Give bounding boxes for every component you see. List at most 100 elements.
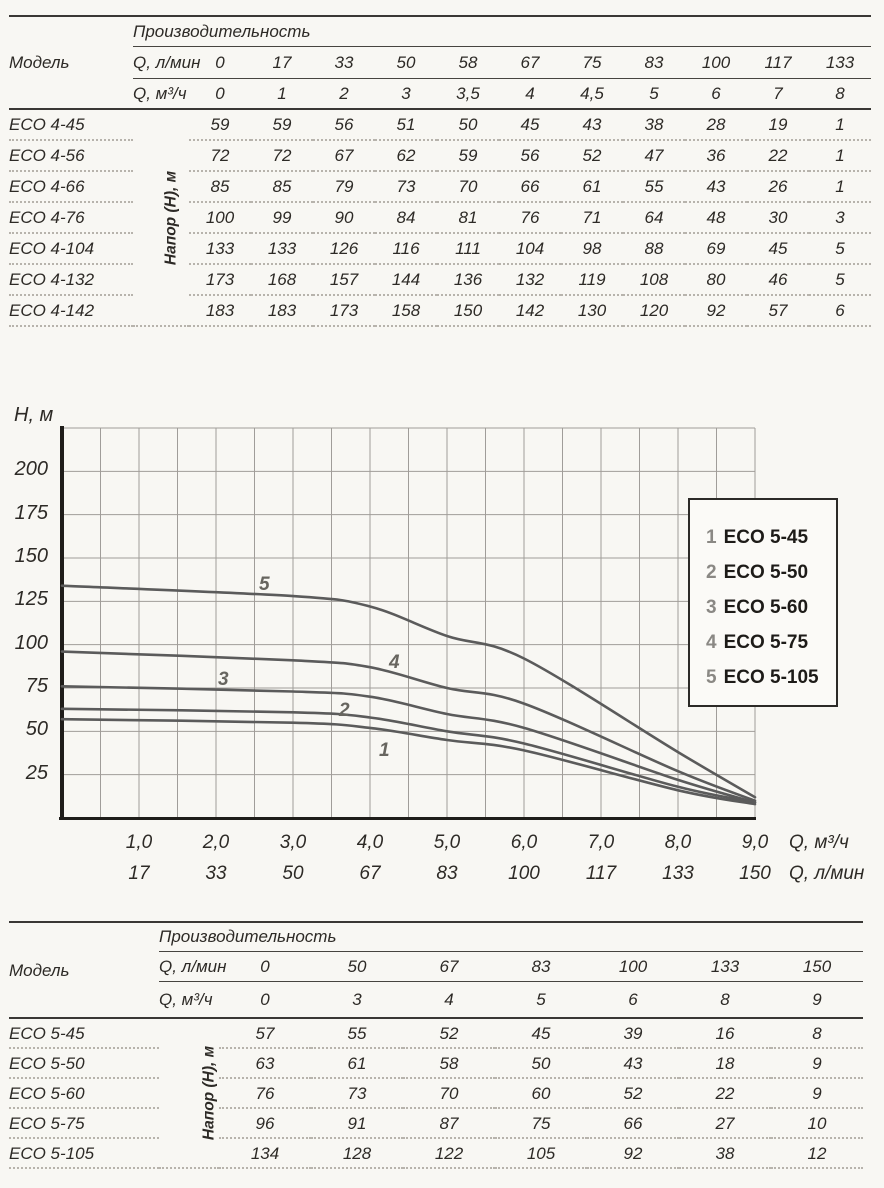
curve-eco-5-75 xyxy=(60,650,757,802)
legend-item: 1 ECO 5-45 xyxy=(706,520,836,555)
head-value-cell: 96 xyxy=(219,1108,311,1139)
head-value-cell: 73 xyxy=(375,171,437,203)
x-tick-m3h: 8,0 xyxy=(664,832,692,853)
head-value-cell: 38 xyxy=(623,109,685,141)
curve-number-label: 5 xyxy=(259,574,270,595)
x-tick-lmin: 17 xyxy=(128,863,150,884)
table-row: ECO 5-105 134 128 122 105 92 38 12 xyxy=(9,1138,864,1169)
table-row: ECO 5-60 76 73 70 60 52 22 9 xyxy=(9,1078,864,1109)
head-value-cell: 70 xyxy=(403,1078,495,1109)
q-m3h-value: 9 xyxy=(771,981,864,1019)
head-value-cell: 55 xyxy=(311,1018,403,1049)
head-value-cell: 52 xyxy=(561,140,623,172)
head-value-cell: 71 xyxy=(561,202,623,234)
q-m3h-value: 4 xyxy=(403,981,495,1019)
head-value-cell: 64 xyxy=(623,202,685,234)
head-value-cell: 19 xyxy=(747,109,809,141)
q-lmin-value: 33 xyxy=(313,46,375,79)
q-lmin-value: 75 xyxy=(561,46,623,79)
head-value-cell: 61 xyxy=(311,1048,403,1079)
legend-model-name: ECO 5-45 xyxy=(723,527,809,548)
eco5-table: Модель Производительность Q, л/мин 0 50 67 83 1… xyxy=(9,921,864,1169)
curve-number-label: 2 xyxy=(339,700,350,721)
head-value-cell: 126 xyxy=(313,233,375,265)
chart-svg xyxy=(59,426,757,820)
head-value-cell: 3 xyxy=(809,202,872,234)
q-lmin-value: 133 xyxy=(679,951,771,982)
legend-model-name: ECO 5-50 xyxy=(723,562,809,583)
q-m3h-value: 1 xyxy=(251,78,313,110)
head-value-cell: 66 xyxy=(499,171,561,203)
head-value-cell: 105 xyxy=(495,1138,587,1169)
q-m3h-value: 6 xyxy=(685,78,747,110)
head-value-cell: 173 xyxy=(189,264,251,296)
head-value-cell: 130 xyxy=(561,295,623,327)
head-value-cell: 92 xyxy=(587,1138,679,1169)
q-lmin-label: Q, л/мин xyxy=(159,951,226,982)
curve-eco-5-60 xyxy=(60,685,757,804)
q-m3h-value: 3,5 xyxy=(437,78,499,110)
head-value-cell: 28 xyxy=(685,109,747,141)
y-tick-label: 100 xyxy=(14,632,48,654)
head-value-cell: 56 xyxy=(499,140,561,172)
x-axis-unit-m3h: Q, м³/ч xyxy=(789,832,849,853)
head-value-cell: 61 xyxy=(561,171,623,203)
model-name: ECO 4-76 xyxy=(9,202,133,234)
head-value-cell: 66 xyxy=(587,1108,679,1139)
head-value-cell: 5 xyxy=(809,264,872,296)
x-tick-m3h: 7,0 xyxy=(587,832,615,853)
head-value-cell: 22 xyxy=(679,1078,771,1109)
head-value-cell: 173 xyxy=(313,295,375,327)
curve-eco-5-45 xyxy=(60,717,757,806)
legend-curve-number: 1 xyxy=(706,527,717,548)
head-value-cell: 57 xyxy=(219,1018,311,1049)
head-value-cell: 142 xyxy=(499,295,561,327)
y-tick-label: 175 xyxy=(14,502,48,524)
head-value-cell: 16 xyxy=(679,1018,771,1049)
y-tick-label: 25 xyxy=(25,762,48,784)
model-name: ECO 5-45 xyxy=(9,1018,159,1049)
head-value-cell: 30 xyxy=(747,202,809,234)
y-axis-title: H, м xyxy=(14,404,54,426)
head-value-cell: 136 xyxy=(437,264,499,296)
head-value-cell: 1 xyxy=(809,171,872,203)
header-row-m3h: Q, м³/ч 0 3 4 5 6 8 9 xyxy=(9,981,864,1019)
q-lmin-value: 117 xyxy=(747,46,809,79)
head-value-cell: 67 xyxy=(313,140,375,172)
q-m3h-value: 0 xyxy=(189,78,251,110)
chart-legend: 1 ECO 5-45 2 ECO 5-50 3 ECO 5-60 4 ECO 5-75 5 ECO… xyxy=(688,498,838,707)
head-value-cell: 39 xyxy=(587,1018,679,1049)
legend-item: 3 ECO 5-60 xyxy=(706,590,836,625)
model-column-header: Модель xyxy=(9,16,133,110)
q-m3h-value: 3 xyxy=(375,78,437,110)
q-lmin-value: 100 xyxy=(587,951,679,982)
table-row: ECO 4-76 100 99 90 84 81 76 71 64 48 30 3 xyxy=(9,202,872,234)
x-tick-m3h: 9,0 xyxy=(741,832,769,853)
x-tick-m3h: 2,0 xyxy=(202,832,230,853)
head-value-cell: 62 xyxy=(375,140,437,172)
head-value-cell: 45 xyxy=(499,109,561,141)
q-m3h-value: 3 xyxy=(311,981,403,1019)
legend-curve-number: 4 xyxy=(706,632,717,653)
head-value-cell: 46 xyxy=(747,264,809,296)
napor-rotated-label-cell: Напор (Н), м xyxy=(159,1018,219,1169)
head-value-cell: 79 xyxy=(313,171,375,203)
head-value-cell: 76 xyxy=(219,1078,311,1109)
head-value-cell: 76 xyxy=(499,202,561,234)
header-row-perf: Модель Производительность xyxy=(9,922,864,1019)
head-value-cell: 104 xyxy=(499,233,561,265)
table-row: ECO 4-66 85 85 79 73 70 66 61 55 43 26 1 xyxy=(9,171,872,203)
head-value-cell: 144 xyxy=(375,264,437,296)
model-name: ECO 4-56 xyxy=(9,140,133,172)
head-value-cell: 85 xyxy=(189,171,251,203)
curve-eco-5-105 xyxy=(60,584,757,799)
q-lmin-value: 100 xyxy=(685,46,747,79)
x-tick-m3h: 4,0 xyxy=(356,832,384,853)
eco4-table: Модель Производительность Q, л/мин 0 17 33 50 5… xyxy=(9,15,872,327)
q-m3h-value: 8 xyxy=(809,78,872,110)
head-value-cell: 59 xyxy=(251,109,313,141)
head-value-cell: 100 xyxy=(189,202,251,234)
head-value-cell: 18 xyxy=(679,1048,771,1079)
q-lmin-value: 17 xyxy=(251,46,313,79)
